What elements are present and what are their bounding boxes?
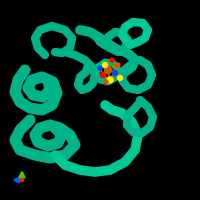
Circle shape (116, 63, 120, 67)
Circle shape (21, 178, 24, 182)
Circle shape (98, 66, 102, 70)
Circle shape (110, 58, 114, 62)
Circle shape (104, 80, 108, 84)
Circle shape (112, 71, 118, 75)
Circle shape (101, 72, 106, 77)
Circle shape (102, 62, 108, 68)
Circle shape (118, 75, 122, 80)
Circle shape (107, 77, 113, 83)
Circle shape (104, 66, 112, 73)
